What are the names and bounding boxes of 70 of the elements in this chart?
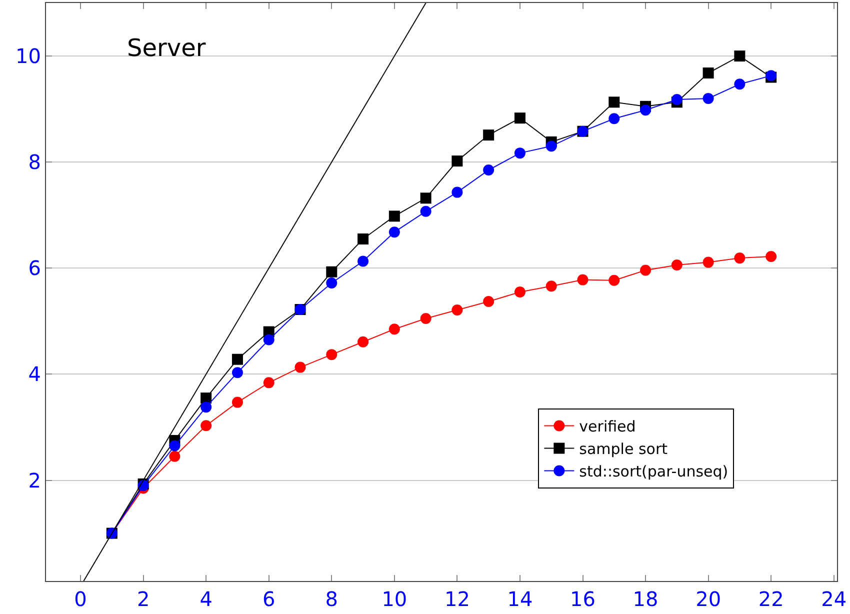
legend-label: verified (579, 418, 636, 436)
x-tick-label: 4 (200, 587, 212, 611)
x-tick-label: 18 (632, 587, 658, 611)
point (734, 50, 746, 62)
x-tick-label: 12 (444, 587, 470, 611)
point (200, 402, 212, 413)
point (358, 336, 369, 348)
x-tick-label: 8 (325, 587, 338, 611)
point (546, 140, 557, 152)
point (388, 226, 400, 238)
point (702, 68, 714, 78)
point (452, 186, 463, 198)
x-tick-label: 24 (821, 587, 847, 611)
legend-label: sample sort (579, 440, 668, 458)
point (514, 148, 526, 159)
point (608, 113, 620, 124)
y-tick-label: 4 (28, 362, 41, 386)
x-tick-label: 6 (262, 587, 276, 611)
x-tick-label: 10 (382, 587, 408, 611)
point (388, 210, 400, 222)
x-tick-label: 16 (570, 587, 596, 611)
point (734, 252, 746, 264)
point (232, 354, 243, 365)
point (388, 324, 400, 335)
point (200, 420, 212, 432)
point (483, 164, 494, 176)
point (702, 256, 714, 268)
annotation: Server (127, 34, 206, 62)
point (577, 274, 588, 286)
y-tick-label: 2 (28, 468, 41, 492)
point (452, 156, 463, 167)
point (294, 362, 306, 373)
y-tick-label: 8 (28, 150, 41, 174)
point (483, 130, 494, 141)
point (326, 277, 338, 288)
point (734, 78, 746, 90)
point (640, 264, 652, 276)
x-tick-label: 2 (136, 587, 150, 611)
point (232, 367, 243, 378)
point (640, 104, 652, 116)
point (263, 334, 274, 346)
point (326, 349, 338, 360)
point (169, 450, 180, 462)
point (232, 396, 243, 408)
point (483, 296, 494, 308)
point (546, 280, 557, 292)
point (514, 112, 526, 124)
point (169, 440, 180, 452)
point (608, 274, 620, 286)
legend-label: std::sort(par-unseq) (579, 462, 728, 481)
point (263, 377, 274, 388)
point (420, 192, 432, 204)
point (452, 304, 463, 316)
y-tick-label: 6 (28, 256, 41, 280)
point (358, 256, 369, 267)
x-tick-label: 0 (74, 587, 87, 611)
point (766, 250, 777, 262)
point (420, 206, 432, 217)
x-tick-label: 22 (758, 587, 784, 611)
y-tick-label: 10 (16, 44, 41, 68)
point (608, 96, 620, 108)
point (514, 286, 526, 298)
point (671, 94, 682, 106)
point (671, 259, 682, 270)
point (358, 233, 369, 244)
point (326, 266, 338, 278)
x-tick-label: 14 (507, 587, 533, 611)
point (420, 313, 432, 324)
x-tick-label: 20 (696, 587, 722, 611)
point (702, 92, 714, 104)
